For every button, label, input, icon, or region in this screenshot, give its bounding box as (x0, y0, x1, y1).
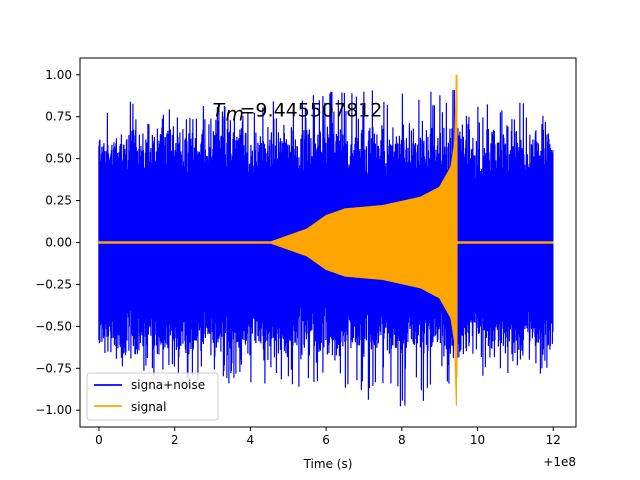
x-tick-label: 8 (398, 433, 406, 447)
y-tick-label: −0.75 (35, 361, 72, 375)
annotation-value: =9.445507812 (240, 99, 383, 121)
legend-label-signal: signal (131, 400, 167, 414)
annotation-subscript: m (226, 103, 245, 125)
y-tick-label: 0.25 (45, 194, 72, 208)
y-tick-label: −0.25 (35, 277, 72, 291)
legend: signa+noise signal (86, 372, 219, 421)
y-tick-label: −1.00 (35, 403, 72, 417)
y-tick-label: 0.50 (45, 152, 72, 166)
annotation-symbol: T (213, 99, 226, 121)
plot-area (98, 74, 554, 407)
y-tick-label: 0.75 (45, 110, 72, 124)
series-layer (98, 74, 554, 407)
x-axis-label: Time (s) (303, 457, 353, 471)
axes: 0 2 4 6 8 10 12 −1.00 −0.75 −0.50 −0.25 0.00 0.25 0.5… (35, 57, 577, 447)
x-offset-label: +1e8 (543, 455, 576, 469)
x-tick-label: 10 (470, 433, 485, 447)
x-tick-label: 4 (247, 433, 255, 447)
y-tick-label: 0.00 (45, 236, 72, 250)
y-tick-label: −0.50 (35, 319, 72, 333)
x-tick-label: 12 (546, 433, 561, 447)
y-tick-label: 1.00 (45, 68, 72, 82)
legend-label-signa-noise: signa+noise (131, 378, 205, 392)
x-tick-label: 0 (95, 433, 103, 447)
x-tick-label: 2 (171, 433, 179, 447)
series-area-signal (98, 79, 554, 406)
x-tick-label: 6 (322, 433, 330, 447)
